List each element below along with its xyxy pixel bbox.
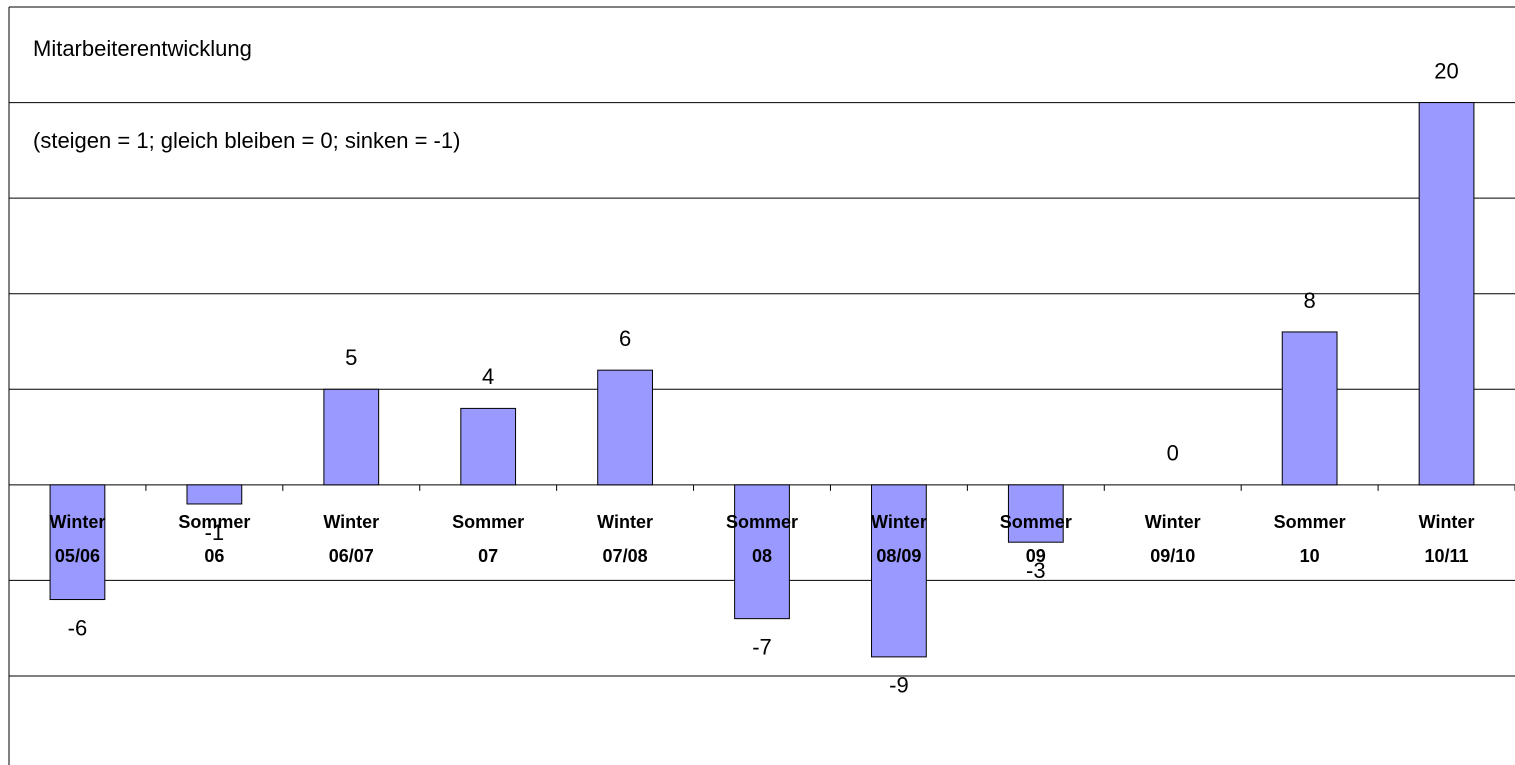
bar: [186, 484, 243, 505]
x-tick-label: Winter 06/07: [323, 511, 380, 566]
data-label: -9: [889, 673, 909, 698]
chart-subtitle: (steigen = 1; gleich bleiben = 0; sinken…: [33, 128, 461, 153]
bar: [597, 369, 653, 486]
x-tick-label: Winter 10/11: [1418, 511, 1475, 566]
bar: [1007, 484, 1064, 543]
x-tick-label: Sommer 07: [452, 511, 525, 566]
x-tick-label: Sommer 06: [178, 511, 251, 566]
bar: [323, 388, 380, 486]
data-label: 8: [1304, 288, 1316, 313]
bar: [460, 407, 517, 486]
data-label: 20: [1434, 58, 1458, 83]
x-tick-label: Sommer 08: [725, 511, 799, 566]
x-tick-label: Winter 09/10: [1144, 511, 1201, 566]
x-tick-label: Winter 05/06: [49, 511, 106, 566]
data-label: -7: [752, 634, 772, 659]
data-label: -1: [205, 520, 225, 545]
bar: [49, 484, 106, 601]
x-tick-label: Sommer 10: [1273, 511, 1346, 566]
data-label: -6: [68, 615, 88, 640]
data-label: 0: [1167, 441, 1179, 466]
x-tick-label: Winter 07/08: [597, 511, 653, 566]
x-tick-label: Sommer 09: [999, 511, 1072, 566]
bar: [1281, 331, 1338, 486]
chart-title: Mitarbeiterentwicklung: [33, 36, 252, 61]
data-label: 4: [482, 364, 494, 389]
bar: [871, 484, 927, 658]
x-tick-label: Winter 08/09: [870, 511, 927, 566]
data-label: 6: [619, 326, 631, 351]
bar: [1418, 102, 1475, 486]
data-label: 5: [345, 345, 357, 370]
bar: [734, 484, 790, 620]
data-label: -3: [1026, 558, 1046, 583]
